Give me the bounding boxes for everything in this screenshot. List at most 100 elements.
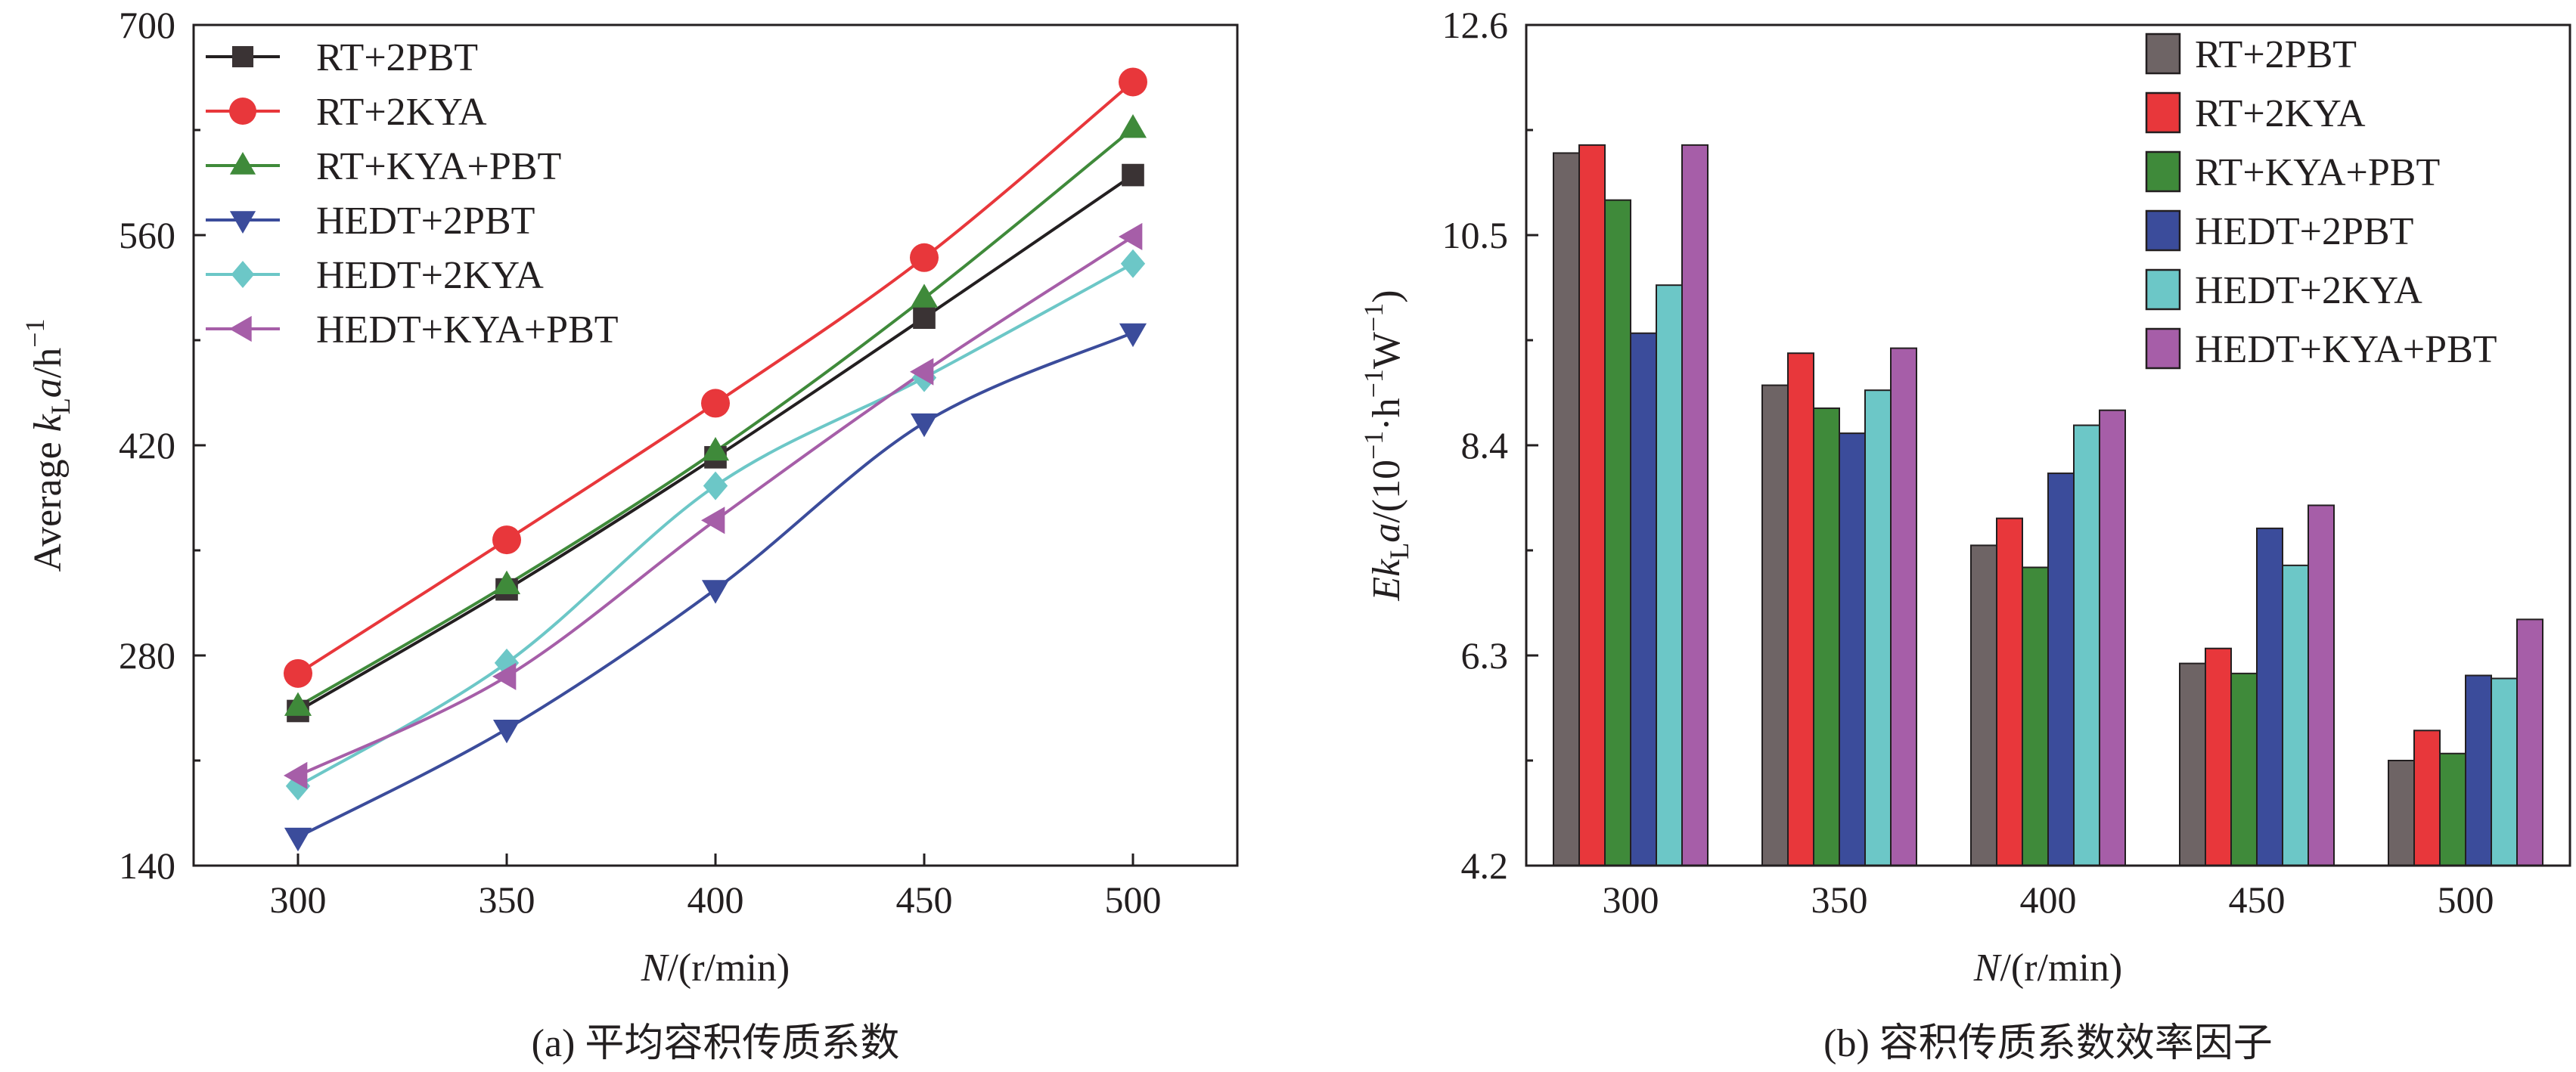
chart-b-y-tick-label: 6.3 <box>1461 634 1509 677</box>
chart-b-legend-label: HEDT+KYA+PBT <box>2195 328 2497 371</box>
chart-b-bar-hedt-2pbt <box>2256 527 2283 867</box>
chart-a-point-hedt-kya-pbt <box>284 761 308 789</box>
chart-a-point-rt-2pbt <box>1122 163 1144 187</box>
chart-b-bar-hedt-2kya <box>1656 284 1683 866</box>
chart-b-legend-label: HEDT+2KYA <box>2195 269 2422 312</box>
chart-a-point-rt-2kya <box>701 389 730 418</box>
chart-b-bar-hedt-2kya <box>2073 424 2100 866</box>
chart-a-y-tick-label: 280 <box>119 634 175 677</box>
chart-a-point-hedt-2pbt <box>284 827 312 852</box>
chart-b-legend-label: HEDT+2PBT <box>2195 210 2413 253</box>
chart-b-bar-hedt-kya-pbt <box>2308 504 2335 867</box>
chart-b-y-tick-label: 12.6 <box>1442 4 1509 46</box>
chart-b-bar-rt-2pbt <box>1553 152 1580 866</box>
chart-b-x-tick-label: 450 <box>2229 878 2286 921</box>
chart-a-point-hedt-2pbt <box>492 719 521 744</box>
chart-b-bar-rt-2kya <box>2205 647 2232 866</box>
chart-a-point-rt-kya-pbt <box>492 570 521 595</box>
chart-b-bar-hedt-2pbt <box>2047 472 2075 866</box>
chart-a-legend-label: HEDT+2PBT <box>316 200 535 243</box>
chart-b-legend-swatch-hedt-kya-pbt <box>2145 327 2181 370</box>
chart-b-bar-hedt-2kya <box>2491 677 2518 867</box>
chart-a-legend-label: RT+KYA+PBT <box>316 145 561 188</box>
chart-b-bar-rt-kya-pbt <box>1813 407 1840 866</box>
chart-b-legend-label: RT+2KYA <box>2195 92 2366 135</box>
chart-b-x-tick-label: 350 <box>1811 878 1868 921</box>
chart-b-x-tick-label: 300 <box>1603 878 1659 921</box>
chart-b-x-tick-label: 400 <box>2020 878 2077 921</box>
chart-a-point-hedt-kya-pbt <box>1119 222 1143 251</box>
chart-b-bar-rt-kya-pbt <box>2439 752 2466 866</box>
chart-a-legend-label: HEDT+2KYA <box>316 254 544 297</box>
chart-b-bar-rt-2pbt <box>1970 544 1997 867</box>
chart-b-y-tick-labels: 4.2 6.3 8.4 10.5 12.6 <box>1442 4 1509 887</box>
chart-a-legend-label: RT+2KYA <box>316 91 487 134</box>
chart-a-x-tick-label: 350 <box>479 878 535 921</box>
chart-a-point-hedt-kya-pbt <box>701 507 725 534</box>
chart-a-x-tick-label: 500 <box>1105 878 1162 921</box>
chart-b-y-tick-label: 4.2 <box>1461 844 1509 887</box>
chart-a-x-tick-label: 400 <box>687 878 744 921</box>
chart-b-bar-rt-2kya <box>1578 144 1606 867</box>
chart-a-point-hedt-2kya <box>1120 249 1146 278</box>
chart-a-y-tick-labels: 140 280 420 560 700 <box>119 4 175 887</box>
chart-b-legend-label: RT+KYA+PBT <box>2195 151 2440 194</box>
chart-b-legend: RT+2PBT RT+2KYA RT+KYA+PBT HEDT+2PBT HEDT+2K… <box>2145 33 2497 371</box>
chart-b-bar-hedt-2pbt <box>2465 674 2492 866</box>
chart-a-y-tick-label: 700 <box>119 4 175 46</box>
chart-a-legend-marker-rt-2pbt <box>231 45 254 68</box>
chart-b-bar-hedt-2pbt <box>1630 332 1657 866</box>
chart-a-legend-marker-hedt-2kya <box>231 261 255 288</box>
chart-a-point-rt-2kya <box>910 243 939 272</box>
chart-b-bar-rt-2pbt <box>2179 662 2206 866</box>
chart-a-point-rt-2kya <box>492 525 521 555</box>
chart-b-bar-rt-2kya <box>2413 730 2441 866</box>
chart-a-legend-label: HEDT+KYA+PBT <box>316 308 619 352</box>
chart-b-legend-swatch-hedt-2pbt <box>2145 209 2181 252</box>
chart-a-legend-label: RT+2PBT <box>316 36 478 79</box>
chart-a-point-rt-kya-pbt <box>1119 114 1147 138</box>
chart-a-x-axis-label: N/(r/min) <box>641 947 790 990</box>
chart-a-y-tick-label: 140 <box>119 844 175 887</box>
chart-a-point-rt-2kya <box>1119 67 1147 97</box>
chart-a-point-rt-kya-pbt <box>910 283 939 308</box>
chart-b-bar-rt-2pbt <box>1761 384 1789 867</box>
chart-b-bar: 300 350 400 450 500 4.2 6.3 8.4 10.5 12.6 RT+2PB… <box>1358 4 2571 1065</box>
chart-b-bars <box>1553 144 2543 867</box>
chart-b-bar-hedt-kya-pbt <box>2099 409 2126 866</box>
chart-a-point-rt-kya-pbt <box>701 436 730 461</box>
chart-b-x-axis-label: N/(r/min) <box>1973 947 2122 990</box>
chart-b-bar-hedt-2kya <box>1864 389 1892 866</box>
chart-a-point-hedt-kya-pbt <box>910 358 934 386</box>
chart-b-x-tick-label: 500 <box>2438 878 2494 921</box>
chart-a-point-hedt-2pbt <box>701 580 730 604</box>
chart-a-caption: (a) 平均容积传质系数 <box>532 1022 900 1065</box>
chart-b-bar-rt-2pbt <box>2388 760 2415 866</box>
chart-b-bar-hedt-kya-pbt <box>2516 618 2543 866</box>
chart-a-point-rt-2kya <box>284 658 312 688</box>
chart-b-bar-rt-2kya <box>1787 352 1814 866</box>
chart-b-bar-rt-kya-pbt <box>2022 566 2049 866</box>
chart-a-legend-marker-hedt-kya-pbt <box>229 315 252 342</box>
chart-a-y-tick-label: 560 <box>119 214 175 256</box>
chart-a-x-tick-labels: 300 350 400 450 500 <box>270 878 1162 921</box>
chart-b-frame <box>1525 23 2571 867</box>
chart-b-bar-hedt-2kya <box>2282 564 2309 866</box>
chart-a-point-rt-2pbt <box>913 306 936 330</box>
chart-b-bar-hedt-kya-pbt <box>1681 144 1709 867</box>
chart-b-bar-rt-kya-pbt <box>2230 672 2258 866</box>
chart-b-caption: (b) 容积传质系数效率因子 <box>1823 1022 2273 1065</box>
chart-b-bar-rt-2kya <box>1996 517 2023 867</box>
chart-a-legend-marker-rt-kya-pbt <box>229 152 256 175</box>
chart-b-bar-rt-kya-pbt <box>1604 199 1631 866</box>
chart-b-legend-label: RT+2PBT <box>2195 33 2357 76</box>
chart-a-series-markers <box>284 67 1147 852</box>
chart-a-legend: RT+2PBT RT+2KYA RT+KYA+PBT HEDT+2PBT HEDT+2K… <box>206 36 619 352</box>
chart-a-point-hedt-2kya <box>703 471 728 500</box>
chart-a-point-hedt-2pbt <box>1119 323 1147 348</box>
chart-b-bar-hedt-2pbt <box>1839 432 1866 866</box>
chart-a-point-rt-kya-pbt <box>284 692 312 716</box>
chart-b-bar-hedt-kya-pbt <box>1890 347 1917 867</box>
